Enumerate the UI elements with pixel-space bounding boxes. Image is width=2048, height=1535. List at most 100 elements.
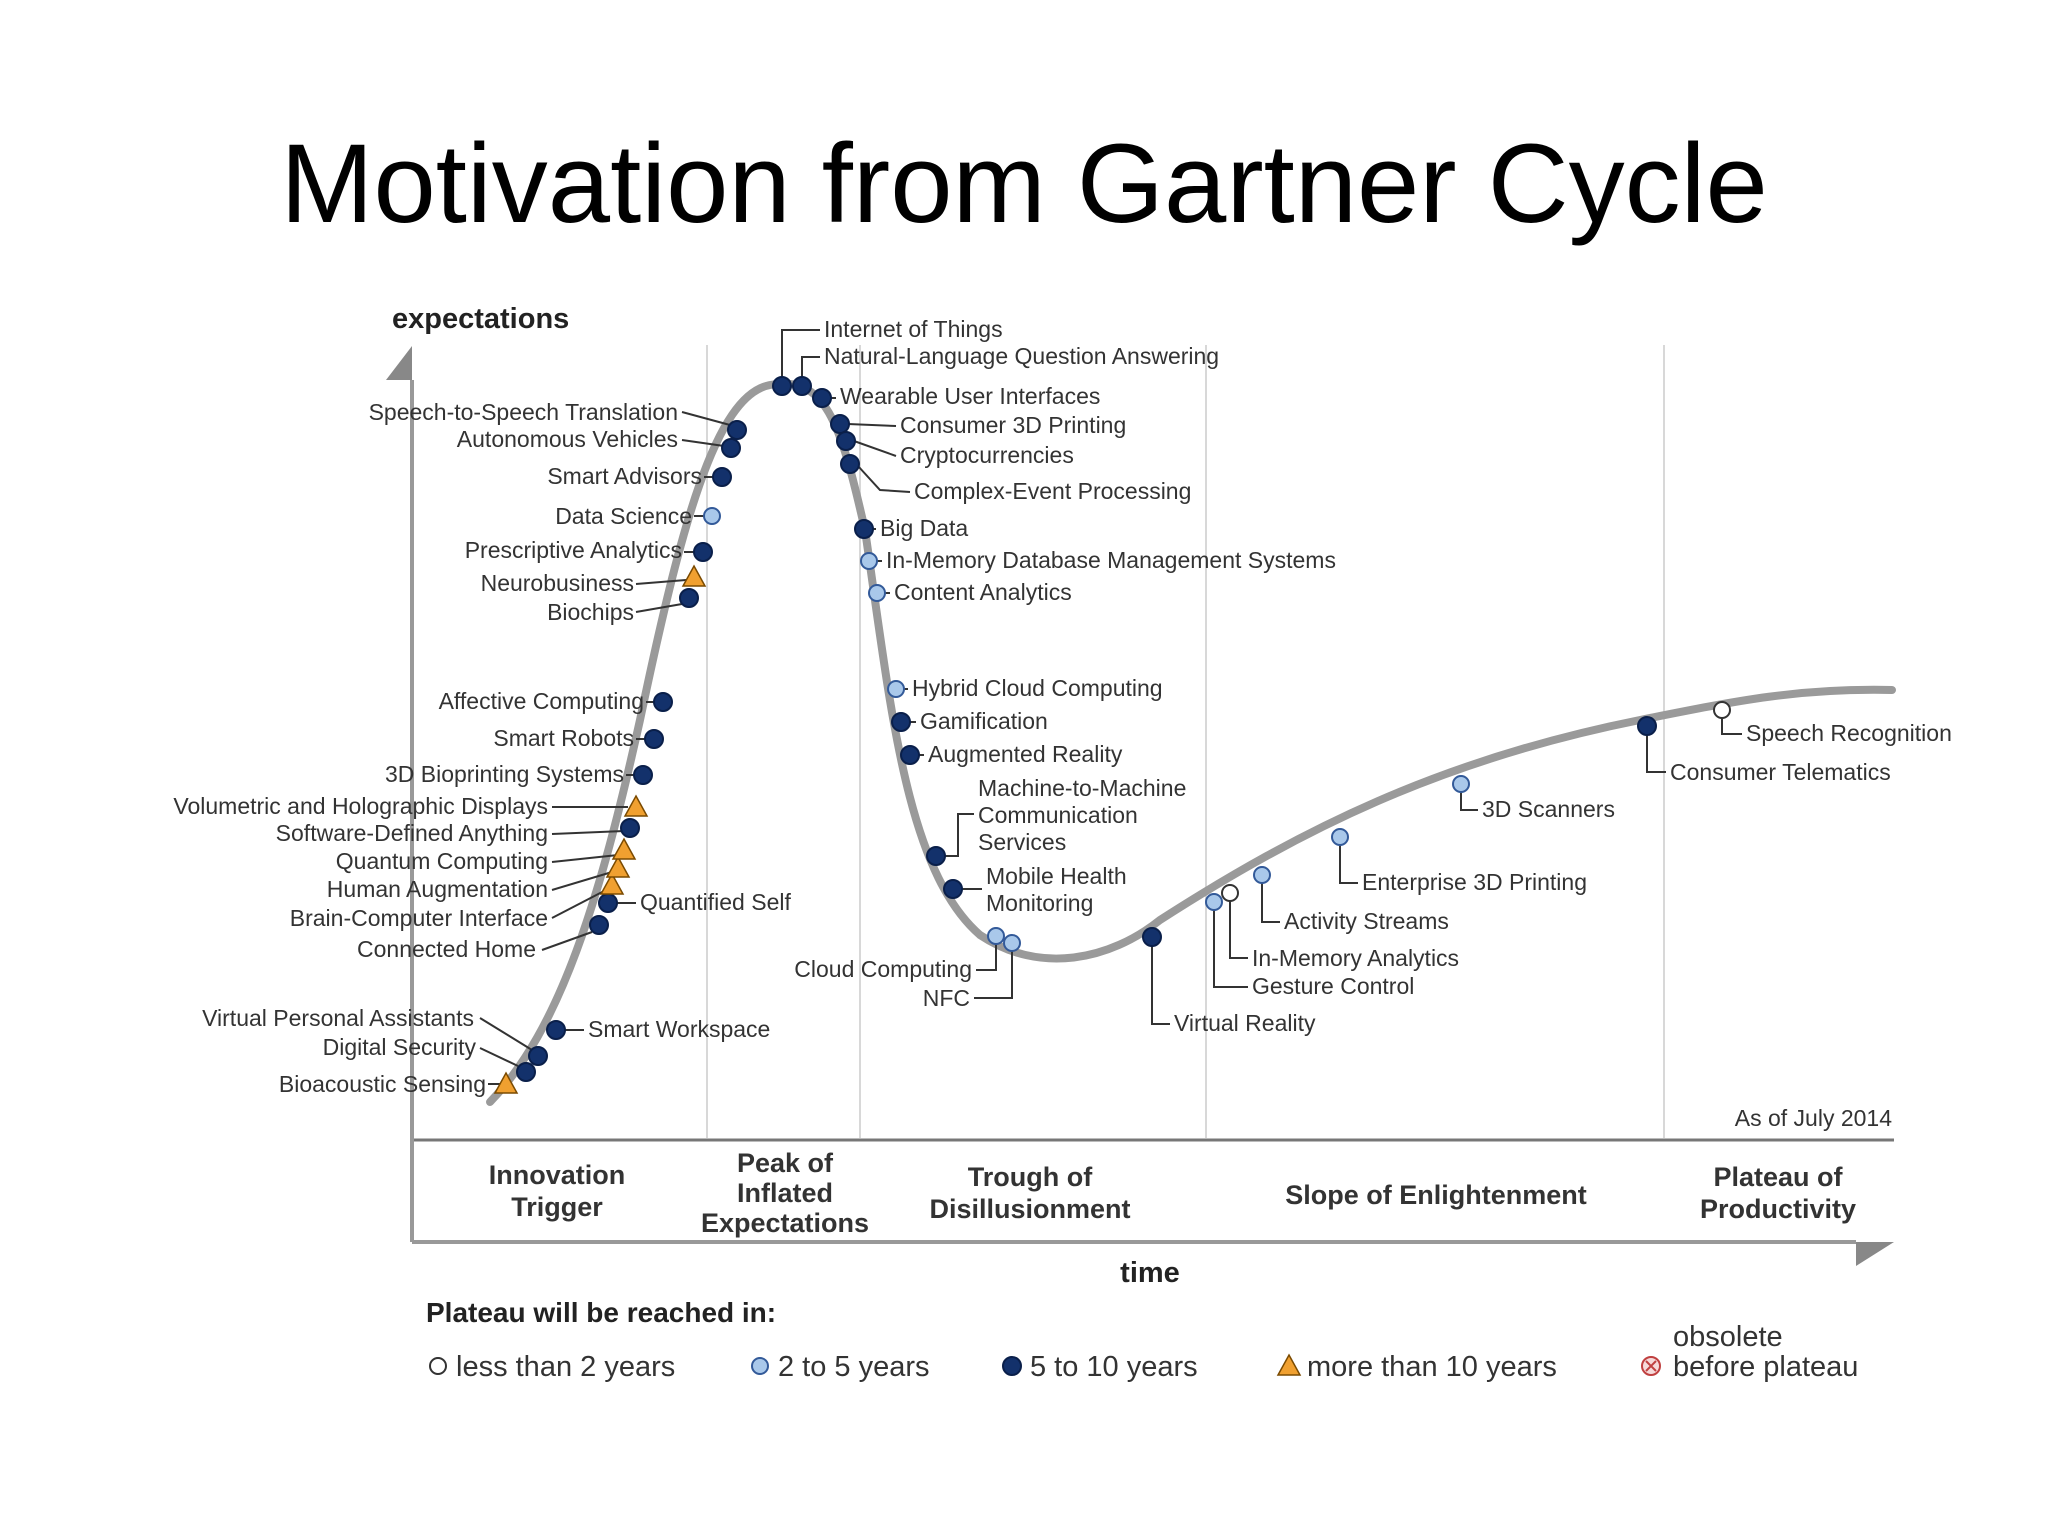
label-activity-streams: Activity Streams [1284,908,1449,934]
leader-speech-recognition [1721,718,1742,735]
label-nfc: NFC [923,985,970,1011]
label-augmented-reality: Augmented Reality [928,741,1123,767]
label-complex-event-processing: Complex-Event Processing [914,478,1191,504]
marker-human-augmentation [605,855,631,878]
x-axis [412,1240,1894,1266]
marker-quantum-computing [611,837,637,860]
marker-brain-computer-interface [599,872,625,895]
label-biochips: Biochips [547,599,634,625]
marker-hybrid-cloud-computing [887,680,905,698]
label-wearable-user-interfaces: Wearable User Interfaces [840,383,1100,409]
marker-complex-event-processing [840,454,860,474]
label-in-memory-database-management-systems: In-Memory Database Management Systems [886,547,1336,573]
leader-complex-event-processing [857,465,911,493]
marker-virtual-personal-assistants [528,1046,548,1066]
marker-cloud-computing [987,927,1005,945]
label-cryptocurrencies: Cryptocurrencies [900,442,1074,468]
label-connected-home: Connected Home [357,936,536,962]
marker-natural-language-question-answering [792,376,812,396]
label-in-memory-analytics: In-Memory Analytics [1252,945,1459,971]
phase-label-plateau: Plateau of Productivity [1700,1162,1856,1224]
leader-connected-home [541,931,593,951]
marker-prescriptive-analytics [693,542,713,562]
marker-quantified-self [598,893,618,913]
leader-nfc [974,951,1013,999]
leader-digital-security [479,1047,519,1067]
marker-machine-to-machine-communication-services [926,846,946,866]
leader-consumer-telematics [1646,734,1666,773]
phase-label-peak: Peak of Inflated Expectations [701,1148,869,1238]
legend-marker-obsolete [1641,1356,1661,1376]
leader-cryptocurrencies [853,440,897,457]
label-enterprise-3d-printing: Enterprise 3D Printing [1362,869,1587,895]
marker-smart-robots [644,729,664,749]
marker-digital-security [516,1062,536,1082]
marker-in-memory-database-management-systems [860,552,878,570]
label-digital-security: Digital Security [323,1034,477,1060]
label-hybrid-cloud-computing: Hybrid Cloud Computing [912,675,1163,701]
label-neurobusiness: Neurobusiness [481,570,634,596]
marker-consumer-telematics [1637,716,1657,736]
marker-volumetric-and-holographic-displays [623,794,649,817]
marker-neurobusiness [681,564,707,587]
marker-wearable-user-interfaces [812,388,832,408]
label-bioacoustic-sensing: Bioacoustic Sensing [279,1071,486,1097]
leader-neurobusiness [635,579,687,585]
x-axis-label: time [1120,1257,1180,1289]
leader-consumer-3d-printing [847,423,897,427]
leader-biochips [635,603,683,613]
phase-label-slope: Slope of Enlightenment [1285,1180,1587,1210]
marker-3d-scanners [1452,775,1470,793]
label-3d-scanners: 3D Scanners [1482,796,1615,822]
as-of-date: As of July 2014 [1735,1105,1892,1131]
leader-software-defined-anything [551,830,625,835]
label-smart-workspace: Smart Workspace [588,1016,770,1042]
label-quantified-self: Quantified Self [640,889,791,915]
leader-activity-streams [1261,883,1280,923]
marker-nfc [1003,934,1021,952]
leader-virtual-personal-assistants [479,1017,533,1051]
marker-consumer-3d-printing [830,414,850,434]
marker-autonomous-vehicles [721,438,741,458]
marker-augmented-reality [900,745,920,765]
label-speech-recognition: Speech Recognition [1746,720,1952,746]
legend-marker-gt10 [1276,1353,1302,1376]
label-cloud-computing: Cloud Computing [794,956,972,982]
legend-marker-2to5 [751,1357,769,1375]
marker-enterprise-3d-printing [1331,828,1349,846]
label-data-science: Data Science [555,503,692,529]
leader-human-augmentation [551,871,613,891]
marker-3d-bioprinting-systems [633,765,653,785]
marker-speech-to-speech-translation [727,420,747,440]
legend-label-gt10: more than 10 years [1307,1351,1557,1383]
label-human-augmentation: Human Augmentation [327,876,548,902]
slide-title: Motivation from Gartner Cycle [280,121,1768,246]
label-smart-advisors: Smart Advisors [547,463,702,489]
leader-autonomous-vehicles [681,439,725,447]
marker-connected-home [589,915,609,935]
marker-affective-computing [653,692,673,712]
marker-activity-streams [1253,866,1271,884]
legend: Plateau will be reached in: less than 2 … [426,1297,1858,1383]
label-autonomous-vehicles: Autonomous Vehicles [457,426,678,452]
leader-3d-scanners [1460,792,1478,811]
legend-marker-5to10 [1002,1356,1022,1376]
label-gamification: Gamification [920,708,1048,734]
label-prescriptive-analytics: Prescriptive Analytics [465,537,682,563]
marker-smart-advisors [712,467,732,487]
legend-label-2to5: 2 to 5 years [778,1351,930,1383]
legend-marker-lt2 [429,1357,447,1375]
legend-heading: Plateau will be reached in: [426,1297,776,1328]
label-volumetric-and-holographic-displays: Volumetric and Holographic Displays [173,793,548,819]
marker-content-analytics [868,584,886,602]
label-consumer-telematics: Consumer Telematics [1670,759,1891,785]
marker-internet-of-things [772,376,792,396]
label-big-data: Big Data [880,515,968,541]
leader-virtual-reality [1151,945,1170,1025]
marker-bioacoustic-sensing [493,1071,519,1094]
label-mobile-health-monitoring: Mobile Health Monitoring [986,863,1127,916]
phase-label-trough: Trough of Disillusionment [929,1162,1130,1224]
leader-lines [479,329,1742,1085]
leader-in-memory-analytics [1229,901,1248,959]
